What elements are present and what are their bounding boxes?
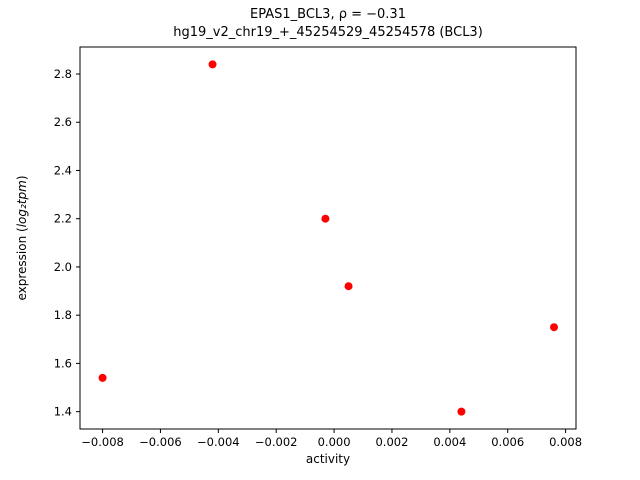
x-tick-label: −0.002: [255, 435, 298, 449]
x-tick-label: 0.008: [549, 435, 582, 449]
y-tick-label: 1.8: [54, 308, 72, 322]
data-point: [550, 323, 559, 332]
data-point: [344, 282, 353, 291]
y-tick-label: 2.8: [54, 67, 72, 81]
x-tick-label: 0.000: [318, 435, 351, 449]
y-tick-label: 2.0: [54, 260, 72, 274]
data-point: [208, 60, 217, 69]
chart-subtitle: hg19_v2_chr19_+_45254529_45254578 (BCL3): [173, 25, 483, 40]
y-tick-label: 2.6: [54, 115, 72, 129]
y-tick-label: 1.6: [54, 356, 72, 370]
x-tick-label: −0.008: [81, 435, 124, 449]
x-tick-label: −0.006: [139, 435, 182, 449]
x-axis-label: activity: [305, 452, 351, 466]
y-tick-label: 2.4: [54, 163, 72, 177]
y-tick-label: 2.2: [54, 212, 72, 226]
plot-border: [79, 46, 577, 430]
y-tick-label: 1.4: [54, 405, 72, 419]
x-tick-label: 0.002: [375, 435, 408, 449]
data-point: [98, 373, 107, 382]
x-tick-label: 0.006: [491, 435, 524, 449]
data-point: [457, 407, 466, 416]
x-tick-label: −0.004: [197, 435, 240, 449]
data-point: [321, 214, 330, 223]
x-tick-label: 0.004: [433, 435, 466, 449]
chart-title: EPAS1_BCL3, ρ = −0.31: [250, 7, 406, 22]
